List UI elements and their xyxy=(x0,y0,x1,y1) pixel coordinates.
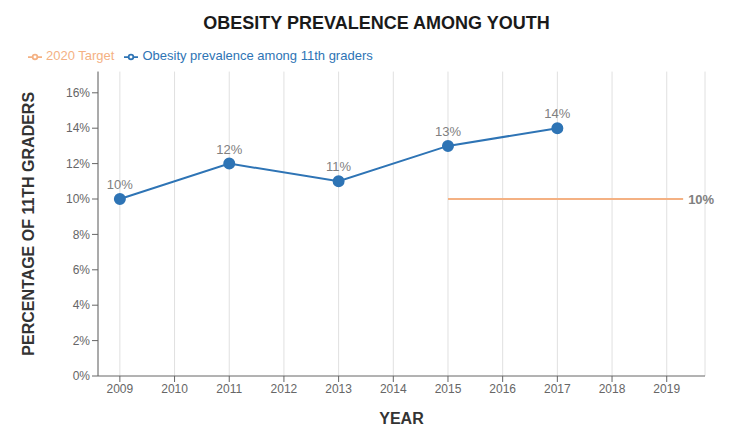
svg-text:PERCENTAGE OF 11TH GRADERS: PERCENTAGE OF 11TH GRADERS xyxy=(20,92,37,356)
svg-text:14%: 14% xyxy=(66,121,90,135)
svg-text:14%: 14% xyxy=(544,106,570,121)
svg-text:2011: 2011 xyxy=(216,382,242,396)
svg-text:YEAR: YEAR xyxy=(379,410,424,427)
svg-text:2009: 2009 xyxy=(107,382,134,396)
svg-text:2013: 2013 xyxy=(325,382,352,396)
svg-text:2017: 2017 xyxy=(544,382,571,396)
svg-text:2018: 2018 xyxy=(599,382,626,396)
html-text:Obesity prevalence among 11th: Obesity prevalence among 11th graders xyxy=(142,48,373,63)
svg-text:8%: 8% xyxy=(73,228,91,242)
svg-text:2010: 2010 xyxy=(161,382,188,396)
svg-text:10%: 10% xyxy=(107,177,133,192)
svg-text:0%: 0% xyxy=(73,369,91,383)
svg-text:11%: 11% xyxy=(326,159,351,174)
svg-text:10%: 10% xyxy=(688,192,714,207)
svg-text:2016: 2016 xyxy=(489,382,516,396)
svg-text:2019: 2019 xyxy=(653,382,680,396)
svg-text:12%: 12% xyxy=(66,157,90,171)
svg-text:13%: 13% xyxy=(435,124,461,139)
svg-text:10%: 10% xyxy=(66,192,90,206)
svg-text:16%: 16% xyxy=(66,86,90,100)
html-text:2020 Target: 2020 Target xyxy=(46,48,115,63)
svg-text:12%: 12% xyxy=(216,142,242,157)
svg-text:4%: 4% xyxy=(73,298,91,312)
svg-text:6%: 6% xyxy=(73,263,91,277)
html-text:OBESITY PREVALENCE AMONG YOUTH: OBESITY PREVALENCE AMONG YOUTH xyxy=(203,13,550,33)
svg-text:2%: 2% xyxy=(73,334,91,348)
svg-text:2012: 2012 xyxy=(271,382,298,396)
svg-text:2015: 2015 xyxy=(435,382,462,396)
svg-text:2014: 2014 xyxy=(380,382,407,396)
